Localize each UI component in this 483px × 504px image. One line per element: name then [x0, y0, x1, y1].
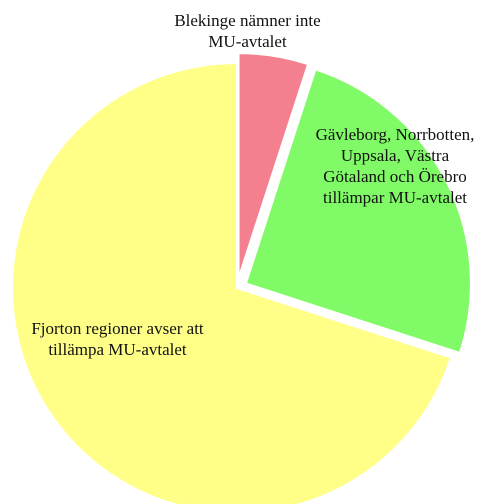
slice-label: Blekinge nämner inte MU-avtalet — [174, 11, 321, 51]
slice-label: Fjorton regioner avser att tillämpa MU-a… — [31, 319, 204, 359]
pie-slice — [237, 52, 310, 279]
pie-slice — [244, 68, 472, 355]
slice-label: Gävleborg, Norrbotten, Uppsala, Västra G… — [315, 125, 475, 207]
pie-slice — [11, 61, 453, 504]
